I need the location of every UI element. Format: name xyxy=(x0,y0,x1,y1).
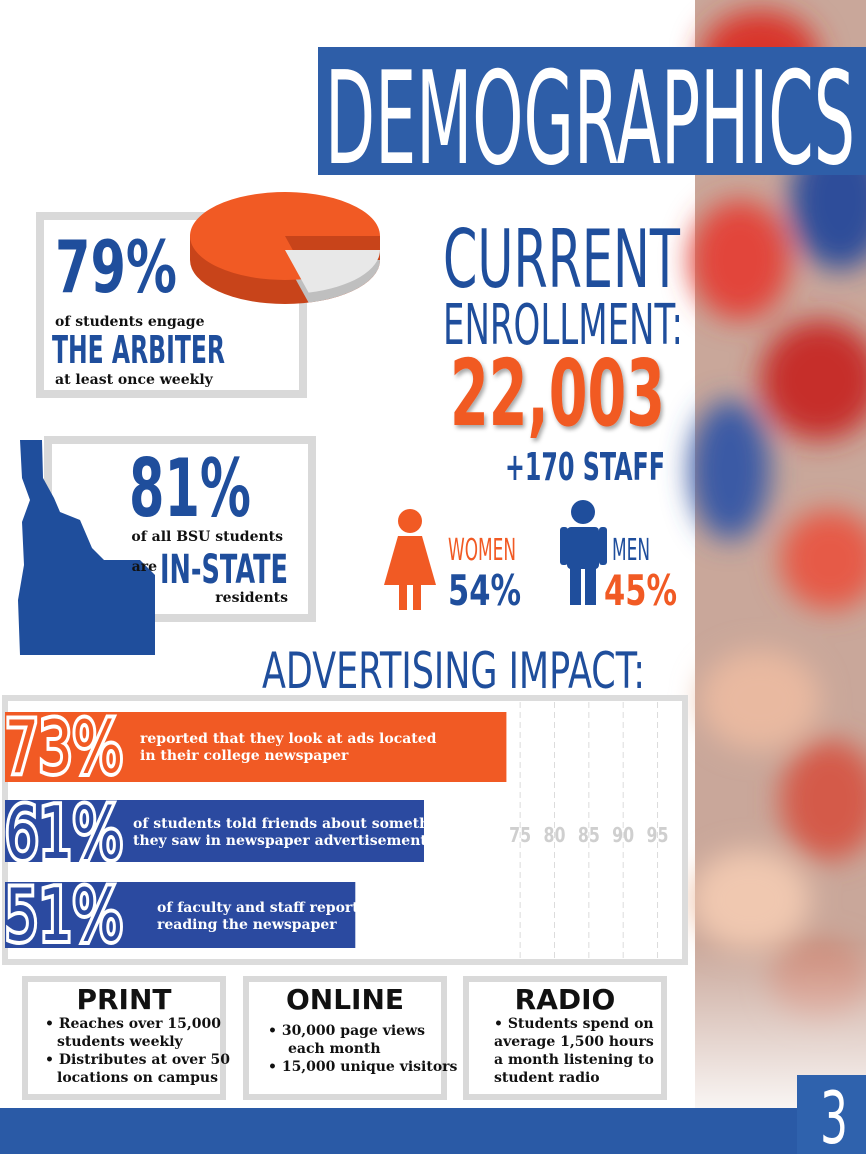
in-state-label: IN-STATE xyxy=(160,547,288,593)
media-line: • Distributes at over 50 xyxy=(45,1052,230,1068)
icon-arm xyxy=(599,527,607,565)
icon-leg xyxy=(399,580,407,610)
x-tick-label: 95 xyxy=(647,823,669,847)
enrollment-heading: ENROLLMENT: xyxy=(443,293,683,358)
bar-text: of faculty and staff report xyxy=(157,900,359,916)
man-icon xyxy=(560,500,607,605)
media-line: a month listening to xyxy=(494,1052,654,1068)
media-line: • Students spend on xyxy=(494,1016,654,1032)
title-band xyxy=(318,47,866,175)
x-tick-label: 75 xyxy=(509,823,531,847)
bar-text: of students told friends about something xyxy=(133,816,455,832)
bar xyxy=(5,712,507,782)
pie xyxy=(189,191,380,304)
impact-chart: 75 80 85 90 95 73% reported that they look at … xyxy=(1,701,669,961)
page-number: 3 xyxy=(820,1076,848,1154)
x-tick-label: 80 xyxy=(543,823,565,847)
engagement-brand: THE ARBITER xyxy=(52,328,225,372)
impact-title: ADVERTISING IMPACT: xyxy=(262,642,645,700)
engagement-box xyxy=(36,212,307,398)
media-box xyxy=(22,976,226,1100)
x-tick-label: 90 xyxy=(612,823,634,847)
bar-percent: 51% xyxy=(5,873,123,957)
x-tick-label: 85 xyxy=(578,823,600,847)
engagement-text: of students engage xyxy=(55,314,205,330)
media-line: • Reaches over 15,000 xyxy=(45,1016,221,1032)
media-line: average 1,500 hours xyxy=(494,1034,654,1050)
bar-text: in their college newspaper xyxy=(140,748,349,764)
media-boxes: PRINT• Reaches over 15,000 students weekl… xyxy=(22,976,667,1100)
footer-bar xyxy=(0,1108,866,1154)
media-line: • 15,000 unique visitors xyxy=(268,1059,458,1075)
gender-name: WOMEN xyxy=(448,533,516,568)
icon-body xyxy=(567,527,599,569)
in-state-text: of all BSU students xyxy=(131,529,283,545)
icon-body xyxy=(384,536,436,585)
pie-remainder xyxy=(285,250,380,293)
in-state-percent: 81% xyxy=(129,442,251,535)
engagement-percent: 79% xyxy=(55,225,177,309)
bar-text: they saw in newspaper advertisements xyxy=(133,833,435,849)
bar xyxy=(5,800,424,862)
photo-fade xyxy=(695,0,866,1110)
woman-icon xyxy=(384,509,436,610)
media-line: locations on campus xyxy=(57,1070,218,1086)
media-line: each month xyxy=(288,1041,381,1057)
icon-head xyxy=(571,500,595,524)
in-state-text: are xyxy=(132,559,157,575)
bar xyxy=(5,882,356,948)
gender-percent: 54% xyxy=(448,566,521,615)
bar-percent: 61% xyxy=(5,791,123,875)
idaho-map xyxy=(18,440,155,655)
gender-percent: 45% xyxy=(604,566,677,615)
engagement-text: at least once weekly xyxy=(55,372,214,388)
enrollment-total: 22,003 xyxy=(450,340,665,447)
page-number-box xyxy=(797,1075,866,1154)
media-line: student radio xyxy=(494,1070,600,1086)
media-box xyxy=(243,976,447,1100)
gender-name: MEN xyxy=(612,533,650,568)
media-line: • 30,000 page views xyxy=(268,1023,425,1039)
bar-text: reading the newspaper xyxy=(157,917,337,933)
icon-leg xyxy=(413,580,421,610)
pie-slice xyxy=(189,191,380,280)
media-title: RADIO xyxy=(515,983,616,1016)
icon-leg xyxy=(570,565,581,605)
enrollment-staff: +170 STAFF xyxy=(505,445,665,489)
media-box xyxy=(463,976,667,1100)
bar-percent: 73% xyxy=(5,705,123,789)
icon-leg xyxy=(585,565,596,605)
in-state-text: residents xyxy=(215,590,288,606)
media-line: students weekly xyxy=(57,1034,184,1050)
icon-head xyxy=(398,509,422,533)
bar-text: reported that they look at ads located xyxy=(140,731,437,747)
enrollment-heading: CURRENT xyxy=(443,213,681,306)
media-title: PRINT xyxy=(76,983,171,1016)
media-title: ONLINE xyxy=(286,983,404,1016)
title: DEMOGRAPHICS xyxy=(325,45,855,194)
icon-arm xyxy=(560,527,568,565)
